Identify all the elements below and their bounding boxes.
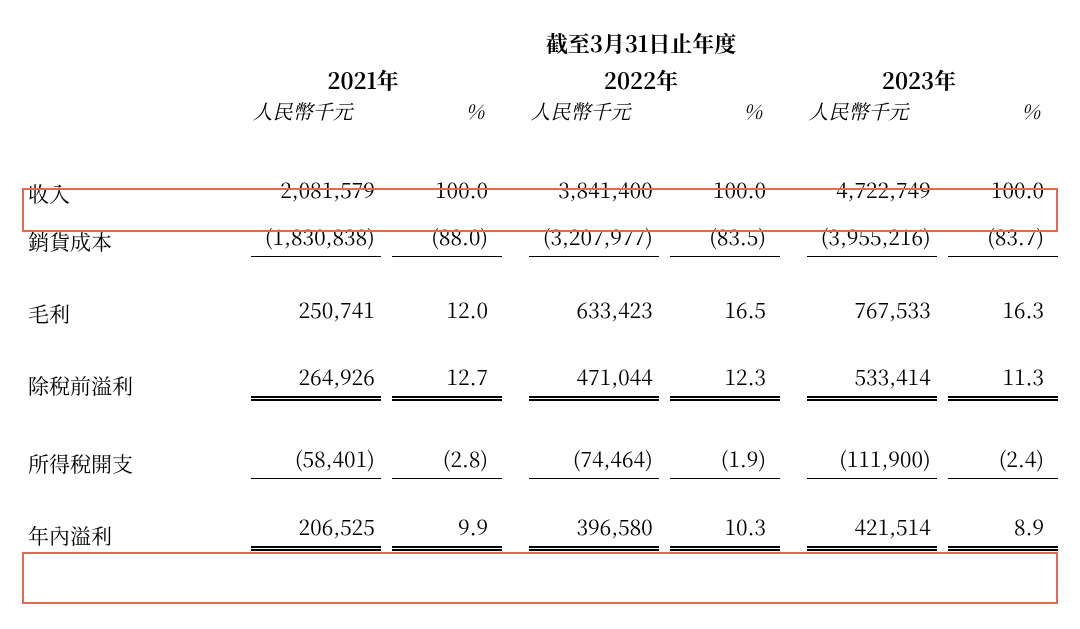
- label-tax: 所得稅開支: [22, 431, 224, 479]
- row-net-profit: 年內溢利 206,525 9.9 396,580 10.3 421,514 8.…: [22, 503, 1058, 551]
- cell: 421,514: [807, 510, 937, 551]
- cell: 8.9: [948, 510, 1058, 551]
- row-revenue: 收入 2,081,579 100.0 3,841,400 100.0 4,722…: [22, 161, 1058, 209]
- cell: (3,207,977): [529, 220, 659, 257]
- cell: (83.7): [948, 220, 1058, 257]
- cell: 633,423: [529, 293, 659, 329]
- unit-amt-1: 人民幣千元: [224, 96, 381, 131]
- cell: 264,926: [251, 360, 381, 401]
- cell: 2,081,579: [251, 173, 381, 209]
- cell: 533,414: [807, 360, 937, 401]
- cell: (1.9): [670, 442, 780, 479]
- cell: 250,741: [251, 293, 381, 329]
- unit-amt-3: 人民幣千元: [780, 96, 937, 131]
- unit-amt-2: 人民幣千元: [502, 96, 659, 131]
- year-2022: 2022年: [502, 65, 780, 96]
- unit-pct-2: %: [659, 96, 780, 131]
- cell: (2.8): [392, 442, 502, 479]
- financial-table: 截至3月31日止年度 2021年 2022年 2023年 人民幣千元 % 人民幣…: [22, 28, 1058, 551]
- cell: 12.3: [670, 360, 780, 401]
- overall-title: 截至3月31日止年度: [224, 28, 1058, 65]
- label-pbt: 除稅前溢利: [22, 353, 224, 401]
- cell: 10.3: [670, 510, 780, 551]
- cell: (88.0): [392, 220, 502, 257]
- cell: 12.7: [392, 360, 502, 401]
- cell: 396,580: [529, 510, 659, 551]
- cell: (2.4): [948, 442, 1058, 479]
- highlight-net-profit: [22, 552, 1058, 604]
- cell: (111,900): [807, 442, 937, 479]
- cell: (3,955,216): [807, 220, 937, 257]
- cell: 12.0: [392, 293, 502, 329]
- cell: 206,525: [251, 510, 381, 551]
- row-cogs: 銷貨成本 (1,830,838) (88.0) (3,207,977) (83.…: [22, 209, 1058, 257]
- cell: 16.5: [670, 293, 780, 329]
- cell: 9.9: [392, 510, 502, 551]
- cell: (1,830,838): [251, 220, 381, 257]
- row-gross-profit: 毛利 250,741 12.0 633,423 16.5 767,533 16.…: [22, 281, 1058, 329]
- cell: 471,044: [529, 360, 659, 401]
- label-cogs: 銷貨成本: [22, 209, 224, 257]
- cell: (58,401): [251, 442, 381, 479]
- cell: 767,533: [807, 293, 937, 329]
- cell: 3,841,400: [529, 173, 659, 209]
- cell: 100.0: [392, 173, 502, 209]
- label-net-profit: 年內溢利: [22, 503, 224, 551]
- cell: 100.0: [670, 173, 780, 209]
- cell: 4,722,749: [807, 173, 937, 209]
- label-gross-profit: 毛利: [22, 281, 224, 329]
- cell: (74,464): [529, 442, 659, 479]
- unit-pct-3: %: [937, 96, 1058, 131]
- cell: 11.3: [948, 360, 1058, 401]
- cell: 16.3: [948, 293, 1058, 329]
- year-2021: 2021年: [224, 65, 502, 96]
- cell: (83.5): [670, 220, 780, 257]
- row-pbt: 除稅前溢利 264,926 12.7 471,044 12.3 533,414 …: [22, 353, 1058, 401]
- year-2023: 2023年: [780, 65, 1058, 96]
- label-revenue: 收入: [22, 161, 224, 209]
- row-tax: 所得稅開支 (58,401) (2.8) (74,464) (1.9) (111…: [22, 431, 1058, 479]
- cell: 100.0: [948, 173, 1058, 209]
- table-wrap: 截至3月31日止年度 2021年 2022年 2023年 人民幣千元 % 人民幣…: [22, 28, 1058, 551]
- unit-pct-1: %: [381, 96, 502, 131]
